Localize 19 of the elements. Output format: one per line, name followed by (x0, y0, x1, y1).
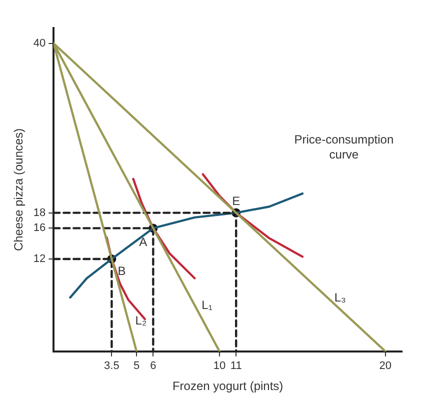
x-tick-label: 3.5 (104, 360, 120, 372)
annotation: L₁ (202, 298, 212, 312)
x-axis-title: Frozen yogurt (pints) (172, 379, 284, 394)
x-tick-label: 20 (379, 360, 392, 372)
annotation: E (232, 194, 240, 208)
y-axis-title: Cheese pizza (ounces) (12, 128, 26, 252)
y-tick-label: 12 (33, 253, 46, 266)
annotation: B (118, 264, 126, 278)
y-tick-label: 18 (33, 206, 46, 219)
annotation: L₃ (334, 290, 346, 304)
x-tick-label: 6 (150, 360, 156, 372)
annotation: L₂ (135, 314, 147, 328)
annotation: Price-consumption curve (294, 132, 394, 162)
y-tick-label: 40 (33, 37, 46, 50)
y-tick-label: 16 (33, 222, 46, 234)
x-tick-label: 5 (134, 360, 140, 372)
x-tick-label: 11 (230, 360, 242, 372)
x-tick-label: 10 (213, 360, 226, 372)
annotation: A (139, 235, 148, 250)
